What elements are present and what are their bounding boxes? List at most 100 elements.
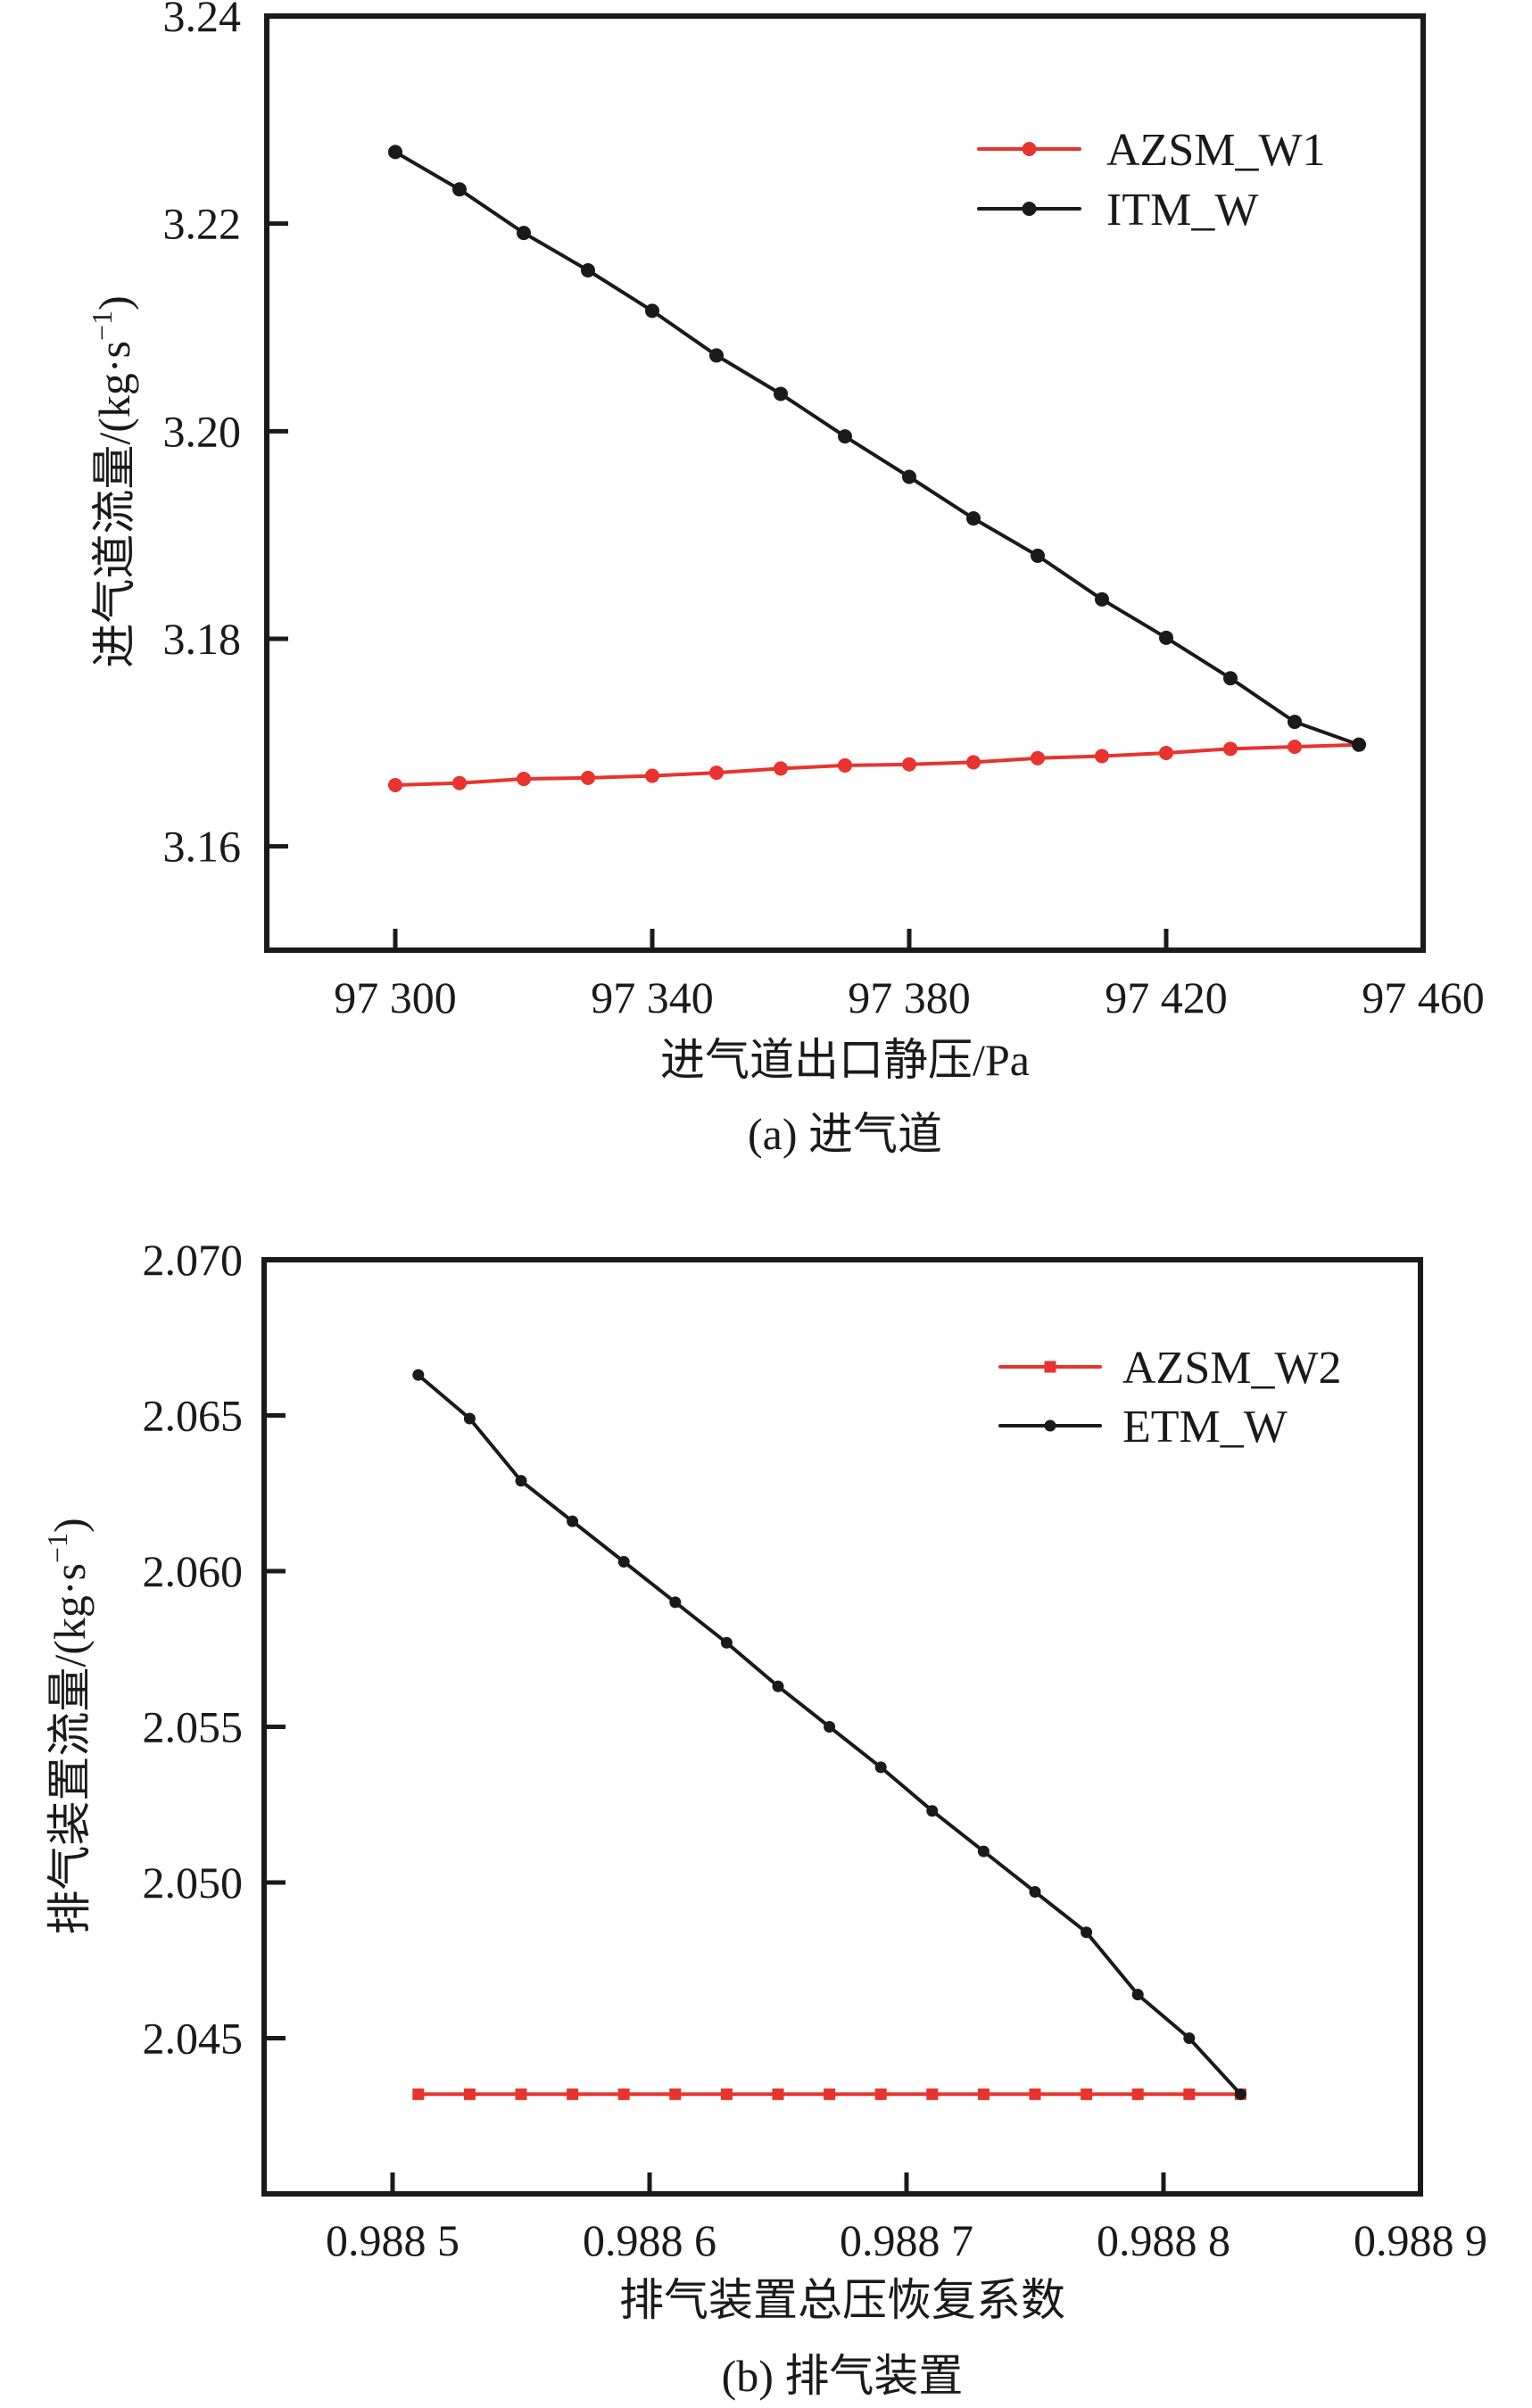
- ETM_W-point-3: [567, 1515, 579, 1527]
- ETM_W-point-0: [412, 1369, 425, 1381]
- legend-entry-ITM_W: ITM_W: [977, 185, 1258, 236]
- series-ETM_W: [412, 1369, 1246, 2100]
- legend-AZSM_W2-point-0: [1044, 1361, 1056, 1373]
- ETM_W-point-8: [824, 1721, 836, 1733]
- ITM_W-point-11: [1095, 592, 1109, 607]
- x-tick-label-3: 0.988 8: [1097, 2215, 1230, 2265]
- chart-panel-a: 97 300 97 340 97 380 97 420 97 460 3.16 3.18 3.…: [86, 0, 1485, 1159]
- y-axis-title-b-close: ): [45, 1518, 95, 1533]
- ETM_W-point-15: [1183, 2032, 1196, 2044]
- AZSM_W2-point-11: [977, 2088, 990, 2100]
- y-axis-title-a: 进气道流量/(kg·s−1): [86, 295, 139, 667]
- AZSM_W2-point-4: [617, 2088, 630, 2100]
- x-tick-label-0: 0.988 5: [326, 2215, 460, 2265]
- legend-label-ETM_W: ETM_W: [1122, 1402, 1288, 1452]
- y-axis-title-b: 排气装置流量/(kg·s−1): [41, 1518, 95, 1934]
- y-tick-label-0: 3.16: [163, 822, 242, 872]
- y-tick-label-3: 2.060: [143, 1546, 244, 1596]
- AZSM_W1-point-1: [452, 775, 467, 790]
- plot-area-b: [412, 1369, 1246, 2100]
- axes-frame-a: [264, 13, 1426, 953]
- AZSM_W1-point-4: [645, 768, 659, 783]
- y-axis-title-b-sup: −1: [41, 1533, 73, 1563]
- legend-entry-AZSM_W2: AZSM_W2: [998, 1343, 1342, 1394]
- ETM_W-point-11: [977, 1845, 990, 1858]
- y-axis-title-a-sup: −1: [86, 310, 118, 341]
- AZSM_W2-point-3: [567, 2088, 579, 2100]
- series-line-ETM_W: [417, 1373, 1242, 2096]
- y-tick-label-1: 2.050: [143, 1858, 244, 1907]
- x-tick-label-4: 0.988 9: [1354, 2215, 1487, 2265]
- AZSM_W1-point-13: [1223, 741, 1238, 757]
- AZSM_W2-point-12: [1029, 2088, 1041, 2100]
- legend-ITM_W-point-0: [1022, 202, 1037, 216]
- y-tick-label-3: 3.22: [163, 199, 242, 249]
- AZSM_W2-point-9: [874, 2088, 887, 2100]
- AZSM_W1-point-14: [1288, 739, 1302, 754]
- ETM_W-point-12: [1029, 1885, 1041, 1898]
- AZSM_W2-point-6: [720, 2088, 733, 2100]
- ITM_W-point-15: [1352, 737, 1366, 752]
- AZSM_W1-point-11: [1095, 749, 1109, 764]
- x-tick-label-3: 97 420: [1105, 972, 1228, 1022]
- legend-entry-AZSM_W1: AZSM_W1: [977, 125, 1326, 176]
- AZSM_W1-point-0: [388, 778, 402, 793]
- legend-label-AZSM_W1: AZSM_W1: [1106, 125, 1326, 176]
- legend-label-ITM_W: ITM_W: [1106, 185, 1258, 236]
- legend-AZSM_W1-point-0: [1022, 142, 1037, 156]
- AZSM_W1-point-8: [902, 757, 916, 772]
- ETM_W-point-6: [720, 1636, 733, 1649]
- y-tick-label-1: 3.18: [163, 614, 242, 664]
- AZSM_W1-point-7: [838, 757, 852, 773]
- chart-panel-b: 0.988 5 0.988 6 0.988 7 0.988 8 0.988 9 2.045…: [41, 1235, 1487, 2401]
- ITM_W-point-8: [902, 469, 916, 484]
- ITM_W-point-12: [1159, 630, 1173, 645]
- ETM_W-point-13: [1081, 1926, 1093, 1939]
- legend-entry-ETM_W: ETM_W: [998, 1402, 1288, 1452]
- y-tick-label-0: 2.045: [143, 2014, 244, 2064]
- ETM_W-point-1: [463, 1412, 476, 1425]
- x-axis-title-a: 进气道出口静压/Pa: [660, 1035, 1030, 1085]
- y-axis-title-a-main: 进气道流量/(kg·s: [89, 341, 139, 668]
- AZSM_W2-point-5: [669, 2088, 682, 2100]
- axes-frame-b: [261, 1257, 1423, 2197]
- y-tick-label-4: 2.065: [143, 1391, 244, 1441]
- ITM_W-point-9: [966, 511, 981, 526]
- x-tick-label-1: 0.988 6: [583, 2215, 716, 2265]
- legend-ETM_W-point-0: [1044, 1419, 1056, 1432]
- legend-b: AZSM_W2 ETM_W: [998, 1343, 1342, 1452]
- ITM_W-point-0: [388, 145, 402, 160]
- caption-a: (a) 进气道: [748, 1109, 942, 1159]
- y-axis-title-a-close: ): [89, 295, 139, 310]
- plot-area-a: [388, 145, 1366, 793]
- series-line-AZSM_W1: [394, 742, 1360, 787]
- AZSM_W1-point-5: [709, 765, 724, 781]
- AZSM_W2-point-14: [1131, 2088, 1144, 2100]
- AZSM_W1-point-6: [774, 761, 788, 776]
- ITM_W-point-3: [581, 263, 595, 278]
- ITM_W-point-2: [517, 226, 531, 241]
- y-tick-label-2: 2.055: [143, 1702, 244, 1752]
- series-AZSM_W1: [388, 737, 1366, 793]
- AZSM_W2-point-7: [772, 2088, 784, 2100]
- ETM_W-point-7: [772, 1680, 784, 1692]
- ETM_W-point-16: [1234, 2088, 1246, 2100]
- x-tick-label-0: 97 300: [334, 972, 457, 1022]
- ETM_W-point-10: [926, 1805, 939, 1817]
- AZSM_W1-point-9: [966, 755, 981, 770]
- series-ITM_W: [388, 145, 1366, 752]
- y-tick-label-5: 2.070: [143, 1235, 244, 1285]
- ETM_W-point-9: [874, 1761, 887, 1774]
- x-tick-label-2: 0.988 7: [840, 2215, 973, 2265]
- ETM_W-point-2: [515, 1475, 527, 1487]
- AZSM_W2-point-1: [463, 2088, 476, 2100]
- ETM_W-point-5: [669, 1596, 682, 1609]
- ITM_W-point-6: [774, 386, 788, 401]
- AZSM_W2-point-0: [412, 2088, 425, 2100]
- AZSM_W1-point-10: [1031, 750, 1045, 765]
- x-tick-label-2: 97 380: [848, 972, 971, 1022]
- y-tick-label-4: 3.24: [163, 0, 242, 41]
- ITM_W-point-10: [1031, 548, 1045, 563]
- series-AZSM_W2: [412, 2088, 1246, 2100]
